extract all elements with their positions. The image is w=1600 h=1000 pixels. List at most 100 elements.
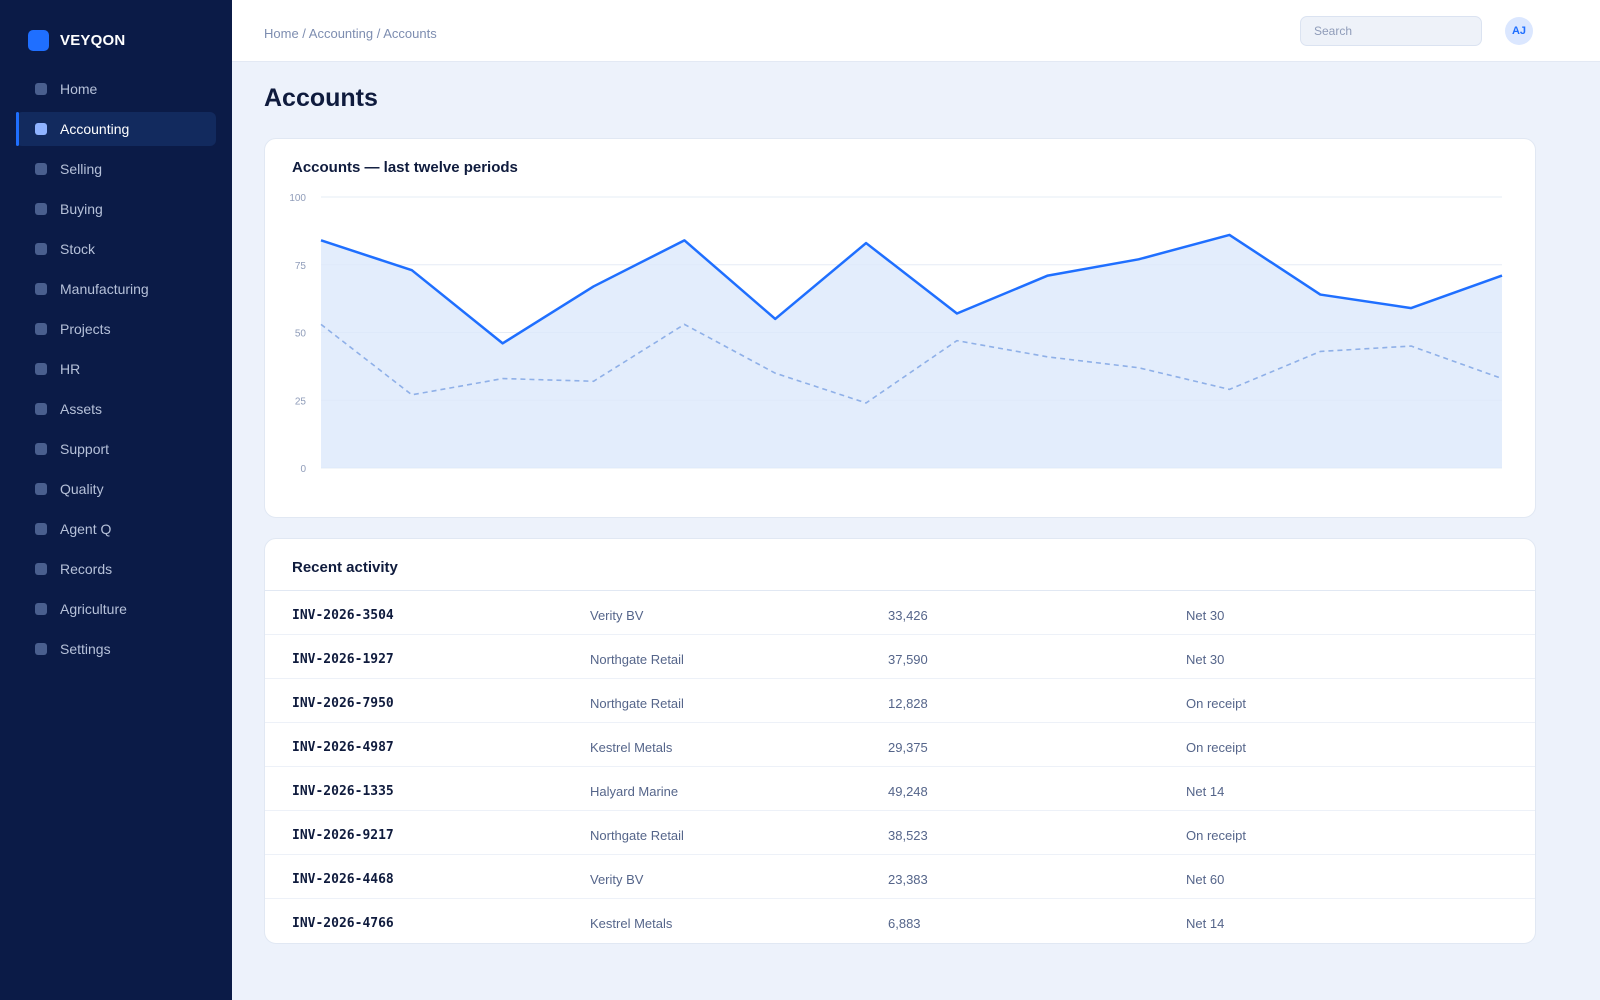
y-tick-label: 100 xyxy=(289,193,306,204)
amount-cell: 6,883 xyxy=(888,916,921,931)
series-1-point xyxy=(1318,293,1322,297)
y-tick-label: 75 xyxy=(295,261,307,272)
series-2-point xyxy=(773,371,777,375)
avatar[interactable]: AJ xyxy=(1505,17,1533,45)
series-2-point xyxy=(1137,366,1141,370)
nav-bullet-icon xyxy=(35,563,47,575)
search-input[interactable] xyxy=(1300,16,1482,46)
sidebar-item-hr[interactable]: HR xyxy=(16,352,216,386)
table-row[interactable]: INV-2026-1927 Northgate Retail 37,590 Net 3… xyxy=(265,635,1535,679)
invoice-id-cell: INV-2026-9217 xyxy=(292,828,394,843)
series-1-point xyxy=(1227,233,1231,237)
chart-card: 0 25 50 75 100 Accounts — last twelve period… xyxy=(264,138,1536,518)
nav-bullet-icon xyxy=(35,523,47,535)
series-1-point xyxy=(1500,274,1504,278)
series-1-point xyxy=(773,317,777,321)
series-1-point xyxy=(319,238,323,242)
amount-cell: 37,590 xyxy=(888,652,928,667)
customer-name-cell: Kestrel Metals xyxy=(590,916,673,931)
sidebar-item-label: Stock xyxy=(60,241,96,257)
sidebar-item-records[interactable]: Records xyxy=(16,552,216,586)
brand-name: VEYQON xyxy=(60,32,126,49)
sidebar-item-assets[interactable]: Assets xyxy=(16,392,216,426)
series-2-point xyxy=(1227,387,1231,391)
sidebar-item-projects[interactable]: Projects xyxy=(16,312,216,346)
nav-bullet-icon xyxy=(35,643,47,655)
customer-name-cell: Northgate Retail xyxy=(590,828,684,843)
customer-name-cell: Northgate Retail xyxy=(590,696,684,711)
series-1-point xyxy=(410,268,414,272)
sidebar-item-label: Records xyxy=(60,561,113,577)
y-tick-label: 50 xyxy=(295,329,307,340)
invoice-id-cell: INV-2026-3504 xyxy=(292,608,394,623)
invoice-id-cell: INV-2026-4468 xyxy=(292,872,394,887)
sidebar-item-label: Agent Q xyxy=(60,521,112,537)
nav-bullet-icon xyxy=(35,283,47,295)
series-2-point xyxy=(410,393,414,397)
nav-bullet-icon xyxy=(35,123,47,135)
breadcrumb[interactable]: Home / Accounting / Accounts xyxy=(264,26,437,41)
activity-table: INV-2026-3504 Verity BV 33,426 Net 30 INV-20… xyxy=(265,590,1535,943)
sidebar-item-label: Quality xyxy=(60,481,104,497)
table-row[interactable]: INV-2026-4987 Kestrel Metals 29,375 On rece… xyxy=(265,723,1535,767)
topbar: Home / Accounting / Accounts AJ xyxy=(232,0,1600,62)
table-row[interactable]: INV-2026-4468 Verity BV 23,383 Net 60 xyxy=(265,855,1535,899)
amount-cell: 38,523 xyxy=(888,828,928,843)
series-1-point xyxy=(1137,257,1141,261)
line-chart: 0 25 50 75 100 xyxy=(289,193,1504,475)
series-2-point xyxy=(682,322,686,326)
sidebar-item-label: Manufacturing xyxy=(60,281,149,297)
invoice-id-cell: INV-2026-4766 xyxy=(292,916,394,931)
table-row[interactable]: INV-2026-1335 Halyard Marine 49,248 Net 14 xyxy=(265,767,1535,811)
sidebar-item-label: Home xyxy=(60,81,98,97)
sidebar-item-accounting[interactable]: Accounting xyxy=(16,112,216,146)
nav-bullet-icon xyxy=(35,483,47,495)
invoice-id-cell: INV-2026-1927 xyxy=(292,652,394,667)
customer-name-cell: Kestrel Metals xyxy=(590,740,673,755)
page-title: Accounts xyxy=(264,84,378,112)
nav-bullet-icon xyxy=(35,363,47,375)
brand[interactable]: VEYQON xyxy=(28,30,125,51)
sidebar-item-agent-q[interactable]: Agent Q xyxy=(16,512,216,546)
payment-terms-cell: On receipt xyxy=(1186,696,1246,711)
nav-bullet-icon xyxy=(35,443,47,455)
amount-cell: 23,383 xyxy=(888,872,928,887)
payment-terms-cell: Net 14 xyxy=(1186,784,1225,799)
sidebar: VEYQON Home Accounting Selling Buying Stock M… xyxy=(0,0,232,1000)
sidebar-item-quality[interactable]: Quality xyxy=(16,472,216,506)
payment-terms-cell: Net 14 xyxy=(1186,916,1225,931)
table-row[interactable]: INV-2026-4766 Kestrel Metals 6,883 Net 14 xyxy=(265,899,1535,943)
chart-title: Accounts — last twelve periods xyxy=(292,159,518,176)
table-row[interactable]: INV-2026-9217 Northgate Retail 38,523 On re… xyxy=(265,811,1535,855)
sidebar-item-label: Agriculture xyxy=(60,601,127,617)
series-1-point xyxy=(955,312,959,316)
amount-cell: 49,248 xyxy=(888,784,928,799)
payment-terms-cell: On receipt xyxy=(1186,828,1246,843)
nav-bullet-icon xyxy=(35,163,47,175)
sidebar-item-support[interactable]: Support xyxy=(16,432,216,466)
series-2-point xyxy=(501,377,505,381)
series-2-point xyxy=(955,339,959,343)
payment-terms-cell: Net 30 xyxy=(1186,608,1225,623)
y-tick-label: 25 xyxy=(295,396,307,407)
nav-bullet-icon xyxy=(35,203,47,215)
sidebar-item-label: Accounting xyxy=(60,121,130,137)
sidebar-item-agriculture[interactable]: Agriculture xyxy=(16,592,216,626)
series-2-point xyxy=(1409,344,1413,348)
sidebar-item-stock[interactable]: Stock xyxy=(16,232,216,266)
payment-terms-cell: On receipt xyxy=(1186,740,1246,755)
table-row[interactable]: INV-2026-3504 Verity BV 33,426 Net 30 xyxy=(265,591,1535,635)
sidebar-item-selling[interactable]: Selling xyxy=(16,152,216,186)
series-2-line xyxy=(320,323,1503,404)
sidebar-nav: Home Accounting Selling Buying Stock Manufact… xyxy=(16,72,216,672)
series-2-point xyxy=(864,401,868,405)
customer-name-cell: Verity BV xyxy=(590,608,644,623)
table-row[interactable]: INV-2026-7950 Northgate Retail 12,828 On re… xyxy=(265,679,1535,723)
sidebar-item-manufacturing[interactable]: Manufacturing xyxy=(16,272,216,306)
invoice-id-cell: INV-2026-4987 xyxy=(292,740,394,755)
sidebar-item-home[interactable]: Home xyxy=(16,72,216,106)
amount-cell: 12,828 xyxy=(888,696,928,711)
sidebar-item-settings[interactable]: Settings xyxy=(16,632,216,666)
sidebar-item-buying[interactable]: Buying xyxy=(16,192,216,226)
sidebar-item-label: Assets xyxy=(60,401,103,417)
